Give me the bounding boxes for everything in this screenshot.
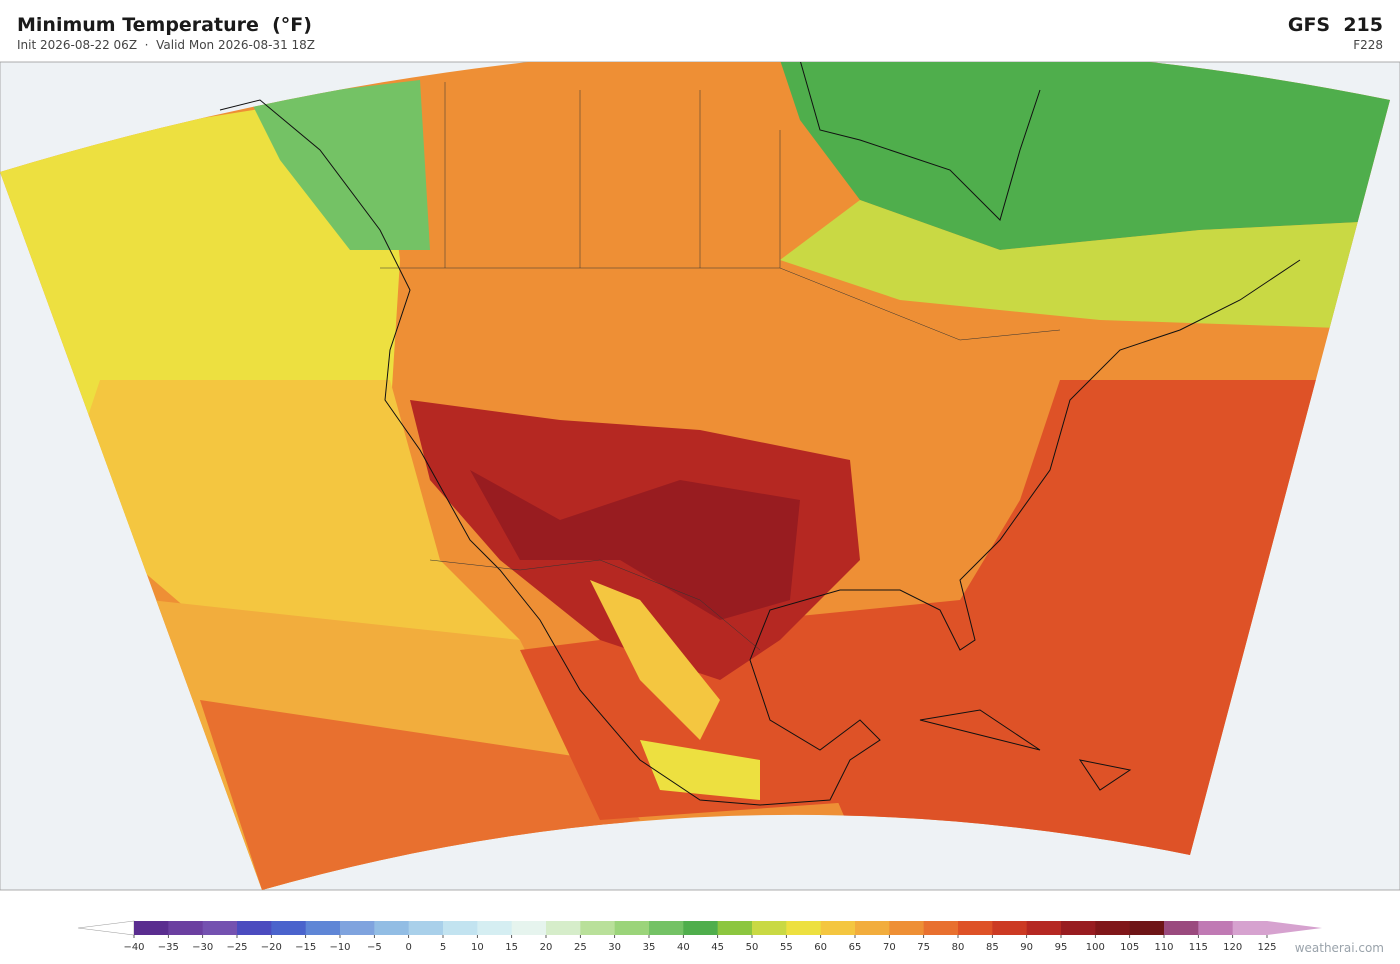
colorbar-segment xyxy=(855,921,890,935)
field-pacific-far xyxy=(200,700,640,890)
colorbar-segment xyxy=(923,921,959,935)
colorbar-tick-label: 15 xyxy=(505,942,518,953)
colorbar-segment xyxy=(202,921,238,935)
colorbar-tick-label: −15 xyxy=(295,942,316,953)
colorbar-segment xyxy=(1061,921,1096,935)
colorbar-tick-label: 25 xyxy=(574,942,587,953)
colorbar-tick-label: 80 xyxy=(952,942,965,953)
colorbar-segment xyxy=(1026,921,1062,935)
map-subtitle: Init 2026-08-22 06Z · Valid Mon 2026-08-… xyxy=(17,38,316,52)
colorbar-tick-label: 35 xyxy=(643,942,656,953)
colorbar-segment xyxy=(340,921,375,935)
colorbar-segment xyxy=(1198,921,1234,935)
colorbar-tick-label: 115 xyxy=(1189,942,1208,953)
field-bc-green xyxy=(250,80,430,250)
colorbar-segment xyxy=(546,921,581,935)
colorbar-tick-label: 120 xyxy=(1223,942,1242,953)
colorbar-tick-label: 90 xyxy=(1020,942,1033,953)
colorbar-segment xyxy=(786,921,822,935)
colorbar-segment xyxy=(683,921,719,935)
colorbar-tick-label: 70 xyxy=(883,942,896,953)
colorbar-tick-label: 30 xyxy=(608,942,621,953)
colorbar-tick-label: 110 xyxy=(1154,942,1173,953)
colorbar-tick-label: 55 xyxy=(780,942,793,953)
colorbar-segment xyxy=(168,921,204,935)
colorbar: −40 −35 −30 −25 −20 −15 −10 −5 0 5 10 15 20 25 30 35 40 4… xyxy=(77,920,1322,953)
map-title: Minimum Temperature (°F) xyxy=(17,14,312,36)
colorbar-tick-label: −30 xyxy=(192,942,213,953)
colorbar-segment xyxy=(580,921,616,935)
colorbar-tick-label: 85 xyxy=(986,942,999,953)
colorbar-tick-label: 65 xyxy=(849,942,862,953)
colorbar-segment xyxy=(889,921,925,935)
colorbar-tick-label: −10 xyxy=(329,942,350,953)
colorbar-tick-label: 75 xyxy=(917,942,930,953)
colorbar-tick-label: 40 xyxy=(677,942,690,953)
colorbar-tick-label: 105 xyxy=(1120,942,1139,953)
colorbar-segment xyxy=(443,921,478,935)
colorbar-tick-label: 60 xyxy=(814,942,827,953)
colorbar-segment xyxy=(408,921,444,935)
colorbar-tick-label: 20 xyxy=(540,942,553,953)
model-label: GFS 215 xyxy=(1287,14,1383,36)
colorbar-over xyxy=(1267,921,1322,935)
colorbar-segment xyxy=(614,921,650,935)
colorbar-segment xyxy=(271,921,307,935)
colorbar-segment xyxy=(717,921,753,935)
coastlines xyxy=(219,62,1301,806)
field-central-mx xyxy=(640,740,760,800)
colorbar-segment xyxy=(1232,921,1268,935)
colorbar-segment xyxy=(511,921,547,935)
forecast-hour: F228 xyxy=(1353,38,1383,52)
field-pacific-warm xyxy=(60,380,520,640)
borders xyxy=(380,82,1061,651)
colorbar-tick-label: 95 xyxy=(1055,942,1068,953)
field-canada-yellow xyxy=(780,200,1390,330)
watermark: weatherai.com xyxy=(1294,941,1384,955)
colorbar-segment xyxy=(752,921,787,935)
colorbar-segment xyxy=(1129,921,1165,935)
colorbar-tick-label: 10 xyxy=(471,942,484,953)
colorbar-segment xyxy=(477,921,513,935)
colorbar-under xyxy=(77,920,135,936)
colorbar-tick-label: −20 xyxy=(261,942,282,953)
colorbar-segment xyxy=(134,921,169,935)
colorbar-tick-label: 0 xyxy=(405,942,411,953)
field-sierra-madre xyxy=(590,580,720,740)
colorbar-segment xyxy=(992,921,1028,935)
colorbar-tick-label: 125 xyxy=(1257,942,1276,953)
colorbar-segment xyxy=(1095,921,1131,935)
colorbar-tick-label: −40 xyxy=(123,942,144,953)
colorbar-tick-label: 45 xyxy=(711,942,724,953)
colorbar-tick-label: 50 xyxy=(746,942,759,953)
field-canada-green xyxy=(780,62,1390,250)
colorbar-segment xyxy=(820,921,856,935)
colorbar-tick-label: −5 xyxy=(367,942,382,953)
colorbar-segment xyxy=(374,921,410,935)
colorbar-segment xyxy=(958,921,993,935)
colorbar-tick-label: 5 xyxy=(440,942,446,953)
colorbar-segment xyxy=(649,921,684,935)
field-southwest-core xyxy=(470,470,800,620)
colorbar-tick-label: 100 xyxy=(1086,942,1105,953)
colorbar-segment xyxy=(237,921,272,935)
colorbar-segment xyxy=(305,921,341,935)
colorbar-segment xyxy=(1164,921,1199,935)
colorbar-tick-label: −35 xyxy=(158,942,179,953)
colorbar-tick-label: −25 xyxy=(226,942,247,953)
